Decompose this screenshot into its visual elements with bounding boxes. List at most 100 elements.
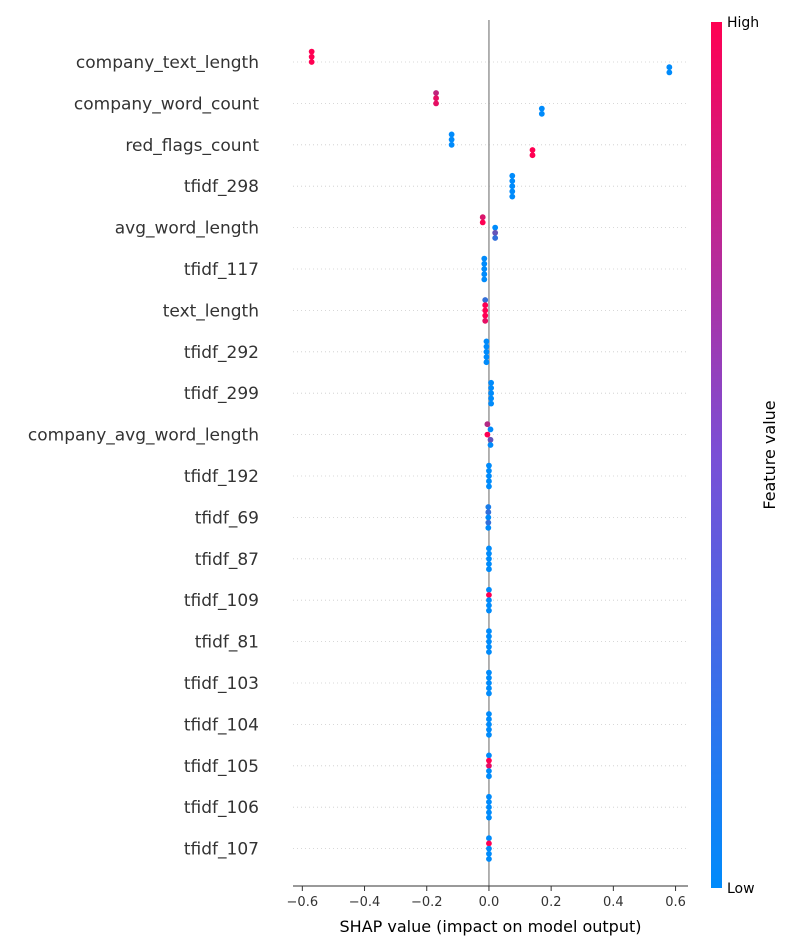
feature-label: tfidf_81	[195, 633, 259, 653]
shap-point	[486, 550, 492, 557]
shap-point	[509, 172, 516, 179]
shap-point	[308, 53, 315, 60]
shap-point	[509, 193, 516, 200]
x-tick-label: 0.6	[665, 895, 686, 910]
shap-point	[488, 395, 495, 402]
shap-point	[666, 64, 673, 71]
shap-point	[488, 379, 495, 386]
feature-label: tfidf_87	[195, 550, 259, 570]
shap-point	[492, 235, 499, 241]
colorbar-low-label: Low	[727, 881, 755, 897]
feature-label: tfidf_103	[184, 674, 259, 694]
shap-point	[666, 69, 673, 76]
shap-point	[486, 726, 492, 733]
shap-point	[486, 731, 492, 738]
feature-labels: company_text_length company_word_countred…	[28, 53, 259, 860]
shap-point	[486, 669, 492, 676]
shap-point	[486, 555, 492, 562]
shap-point	[488, 400, 495, 407]
x-axis-title: SHAP value (impact on model output)	[340, 917, 642, 936]
feature-label: tfidf_292	[184, 343, 259, 363]
shap-point	[509, 178, 516, 184]
shap-point	[486, 561, 492, 567]
shap-point	[486, 643, 492, 650]
shap-point	[488, 385, 495, 391]
feature-label: text_length	[163, 301, 259, 321]
shap-point	[481, 266, 488, 272]
shap-point	[538, 105, 545, 112]
feature-label: tfidf_69	[195, 508, 259, 528]
shap-point	[481, 260, 488, 267]
x-tick-label: −0.2	[411, 895, 443, 910]
colorbar-title: Feature value	[760, 400, 779, 509]
shap-point	[433, 90, 439, 96]
shap-point	[486, 586, 492, 593]
feature-label: company_avg_word_length	[28, 426, 259, 446]
colorbar: High Low Feature value	[711, 15, 779, 897]
x-axis-ticks: −0.6 −0.4 −0.2 0.0 0.2 0.4 0.6	[287, 886, 686, 910]
shap-point	[485, 509, 492, 516]
feature-label: red_flags_count	[125, 136, 259, 156]
feature-label: tfidf_106	[184, 798, 259, 818]
shap-point	[486, 814, 492, 821]
shap-point	[485, 514, 492, 521]
shap-point	[486, 483, 492, 490]
shap-point	[486, 467, 492, 474]
shap-point	[486, 592, 492, 598]
x-tick-label: −0.4	[349, 895, 381, 910]
x-tick-label: 0.4	[603, 895, 624, 910]
shap-point	[486, 462, 492, 469]
shap-point	[486, 566, 492, 573]
shap-point	[486, 840, 492, 847]
feature-label: company_word_count	[74, 94, 259, 114]
feature-label: company_text_length	[76, 53, 259, 73]
shap-point	[486, 597, 492, 604]
shap-point	[486, 799, 492, 805]
shap-point	[488, 390, 495, 397]
shap-point	[486, 680, 492, 686]
shap-point	[492, 224, 499, 231]
shap-point	[483, 359, 490, 366]
feature-label: tfidf_104	[184, 715, 259, 735]
shap-point	[486, 685, 492, 692]
shap-point	[433, 95, 439, 102]
feature-label: tfidf_192	[184, 467, 259, 487]
shap-point	[481, 255, 488, 262]
shap-point	[486, 711, 492, 717]
shap-point	[448, 141, 455, 148]
x-tick-label: −0.6	[287, 895, 319, 910]
shap-point	[486, 768, 492, 774]
colorbar-high-label: High	[727, 15, 759, 31]
shap-point	[486, 473, 492, 479]
shap-point	[448, 136, 455, 143]
shap-point	[486, 850, 492, 857]
feature-label: tfidf_105	[184, 757, 259, 777]
shap-point	[486, 633, 492, 640]
shap-point	[486, 721, 492, 728]
shap-point	[481, 276, 488, 283]
shap-point	[486, 845, 492, 852]
feature-label: tfidf_109	[184, 591, 259, 611]
shap-point	[486, 674, 492, 681]
shap-point	[529, 152, 536, 159]
shap-point	[486, 773, 492, 780]
shap-point	[486, 628, 492, 635]
shap-point	[486, 716, 492, 723]
feature-label: tfidf_299	[184, 384, 259, 404]
shap-point	[486, 757, 492, 764]
shap-point	[487, 426, 494, 433]
shap-point	[482, 312, 489, 319]
shap-point	[529, 147, 536, 153]
shap-point	[482, 297, 489, 303]
shap-point	[308, 48, 315, 55]
shap-point	[482, 317, 489, 324]
shap-point	[487, 442, 494, 448]
shap-point	[486, 804, 492, 811]
x-tick-label: 0.2	[541, 895, 562, 910]
shap-point	[487, 436, 494, 443]
colorbar-gradient	[711, 22, 722, 888]
shap-point	[483, 354, 490, 360]
shap-point	[486, 690, 492, 697]
shap-point	[308, 59, 315, 65]
